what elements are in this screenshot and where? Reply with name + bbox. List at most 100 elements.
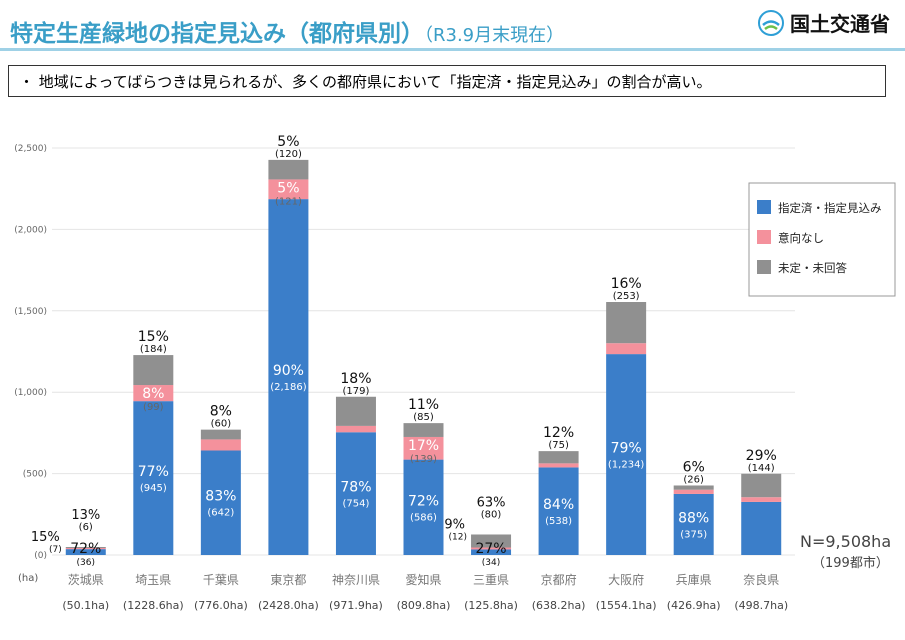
summary-note: ・ 地域によってばらつきは見られるが、多くの都府県において「指定済・指定見込み」…	[8, 65, 886, 97]
pct-label: 15%	[31, 530, 60, 545]
bar-segment	[673, 489, 714, 494]
category-total: (809.8ha)	[397, 599, 451, 612]
y-tick-label: (2,500)	[14, 144, 47, 154]
bar-segment	[268, 199, 309, 555]
bar-segment	[403, 459, 444, 555]
category-total: (638.2ha)	[532, 599, 586, 612]
bar-segment	[606, 343, 647, 355]
bar-segment	[673, 485, 714, 490]
value-label: (60)	[211, 419, 232, 430]
value-label: (80)	[481, 509, 502, 520]
bar-segment	[741, 497, 782, 502]
category-total: (2428.0ha)	[258, 599, 319, 612]
value-label: (179)	[343, 386, 370, 397]
pct-label: 63%	[477, 495, 506, 510]
bar-segment	[471, 547, 512, 550]
bar-segment	[335, 396, 376, 426]
value-label: (253)	[613, 291, 640, 302]
x-tick-label: 愛知県	[405, 573, 441, 587]
total-area: N=9,508ha	[800, 532, 892, 551]
bar-segment	[200, 429, 241, 440]
pct-label: 11%	[408, 397, 439, 413]
pct-label: 27%	[475, 541, 506, 557]
value-label: (26)	[683, 474, 704, 485]
data-labels: 13%(6)15%(7) 72%(36)77%(945)8%(99)15%(184…	[31, 134, 777, 568]
pct-label: 12%	[543, 425, 574, 441]
bar-segment	[268, 179, 309, 200]
value-label: (144)	[748, 463, 775, 474]
pct-label: 8%	[210, 404, 232, 420]
legend-swatch	[757, 260, 771, 274]
bar-segment	[133, 355, 174, 386]
value-label: (538)	[545, 516, 572, 527]
bar-segment	[471, 549, 512, 555]
pct-label: 83%	[205, 489, 236, 505]
y-tick-label: (0)	[34, 551, 47, 561]
x-tick-label: 奈良県	[743, 572, 779, 587]
bar-segment	[741, 501, 782, 555]
value-label: (1,234)	[608, 460, 645, 471]
legend-label: 意向なし	[778, 231, 824, 245]
mlit-logo: 国土交通省	[758, 8, 890, 37]
bar-segment	[200, 450, 241, 555]
x-axis-labels: 茨城県 (50.1ha) 埼玉県 (1228.6ha) 千葉県 (776.0ha) 東京都 (…	[62, 572, 788, 612]
legend-label: 指定済・指定見込み	[778, 201, 882, 215]
bar-segment	[133, 385, 174, 402]
bar-segment	[133, 401, 174, 555]
x-tick-label: 埼玉県	[135, 573, 171, 587]
pct-label: 88%	[678, 510, 709, 526]
value-label: (85)	[413, 412, 434, 423]
pct-label: 72%	[70, 541, 101, 557]
value-label: (945)	[140, 483, 167, 494]
category-total: (498.7ha)	[734, 599, 788, 612]
x-tick-label: 三重県	[473, 573, 509, 587]
pct-label: 90%	[273, 363, 304, 379]
value-label: (34)	[482, 558, 500, 568]
legend-label: 未定・未回答	[778, 261, 847, 275]
title-date: （R3.9月末現在）	[424, 25, 565, 46]
pct-label: 18%	[340, 371, 371, 387]
bar-segment	[335, 425, 376, 433]
value-label: (7)	[49, 545, 62, 555]
ministry-name: 国土交通省	[790, 12, 890, 36]
bar-segment	[538, 467, 579, 555]
bar-segment	[673, 493, 714, 555]
pct-label: 8%	[142, 386, 164, 402]
pct-label: 5%	[277, 180, 299, 196]
bar-segment	[268, 159, 309, 180]
pct-label: 17%	[408, 438, 439, 454]
y-axis-ticks: (0) (500) (1,000) (1,500) (2,000) (2,500)	[14, 144, 47, 561]
category-total: (50.1ha)	[62, 599, 109, 612]
value-label: (586)	[410, 512, 437, 523]
value-label: (36)	[77, 558, 95, 568]
page-title: 特定生産緑地の指定見込み（都府県別）（R3.9月末現在）	[10, 14, 564, 48]
x-tick-label: 千葉県	[203, 573, 239, 587]
x-tick-label: 神奈川県	[332, 573, 380, 587]
pct-label: 78%	[340, 480, 371, 496]
category-total: (971.9ha)	[329, 599, 383, 612]
value-label: (754)	[343, 499, 370, 510]
bar-segment	[403, 436, 444, 460]
bar-segment	[538, 463, 579, 468]
value-label: (2,186)	[270, 382, 307, 393]
bar-segment	[335, 432, 376, 555]
bar-segment	[65, 547, 106, 550]
value-label: (184)	[140, 344, 167, 355]
x-tick-label: 大阪府	[608, 572, 644, 587]
title-main: 特定生産緑地の指定見込み（都府県別）	[10, 21, 424, 47]
bar-segment	[65, 549, 106, 555]
pct-label: 29%	[746, 448, 777, 464]
y-tick-label: (2,000)	[14, 225, 47, 235]
x-tick-label: 京都府	[541, 572, 577, 587]
value-label: (75)	[548, 440, 569, 451]
value-label: (375)	[680, 529, 707, 540]
bar-segment	[538, 451, 579, 464]
y-tick-label: (500)	[23, 470, 47, 480]
value-label: (642)	[207, 508, 234, 519]
pct-label: 79%	[611, 441, 642, 457]
bar-segment	[403, 423, 444, 437]
category-total: (1228.6ha)	[123, 599, 184, 612]
pct-label: 6%	[683, 459, 705, 475]
